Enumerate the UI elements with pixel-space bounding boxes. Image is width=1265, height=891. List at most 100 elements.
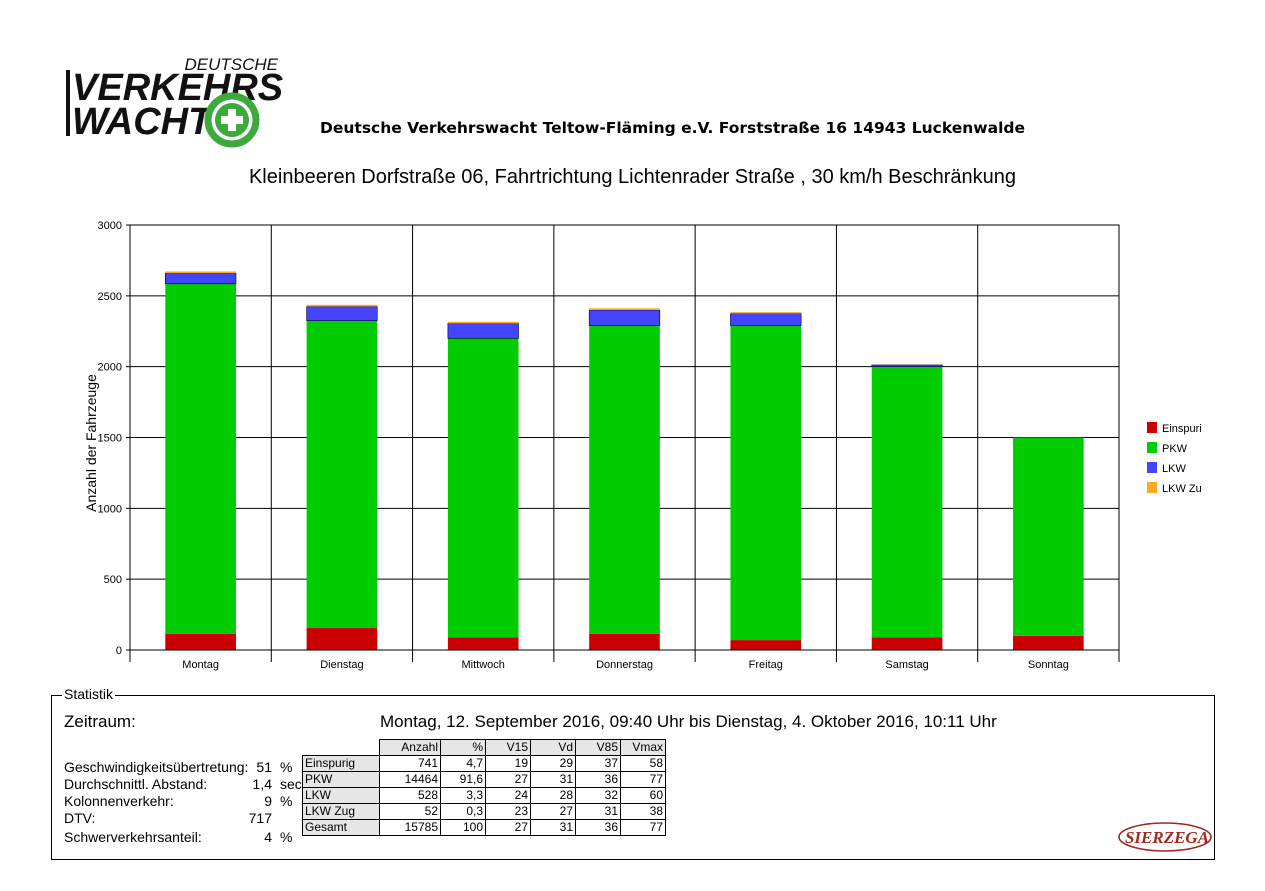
- bar-segment: [447, 637, 519, 650]
- x-tick-label: Mittwoch: [462, 659, 505, 671]
- table-header-row: Anzahl % V15 Vd V85 Vmax: [303, 739, 666, 756]
- legend-label: LKW: [1162, 463, 1186, 475]
- y-tick-label: 1000: [98, 503, 122, 515]
- column-header: V15: [485, 739, 531, 756]
- x-tick-label: Sonntag: [1028, 659, 1069, 671]
- bar-segment: [871, 364, 943, 367]
- y-tick-label: 1500: [98, 433, 122, 445]
- column-header: Vd: [530, 739, 576, 756]
- metric-value-convoy: 9: [264, 793, 272, 809]
- table-cell: 77: [620, 771, 666, 788]
- table-row: PKW 14464 91,6 27 31 36 77: [302, 771, 666, 788]
- table-cell: 15785: [379, 819, 441, 836]
- sierzega-logo: SIERZEGA: [1118, 822, 1212, 852]
- bar-segment: [165, 283, 236, 634]
- logo-text-deutsche: DEUTSCHE: [184, 55, 278, 74]
- table-row: Einspurig 741 4,7 19 29 37 58: [302, 755, 666, 772]
- bar-segment: [306, 320, 378, 629]
- y-tick-label: 0: [116, 645, 122, 657]
- legend-label: LKW Zu: [1162, 483, 1202, 495]
- table-cell: 77: [620, 819, 666, 836]
- metric-unit-distance: sec: [280, 776, 302, 792]
- table-cell: 0,3: [440, 803, 486, 820]
- metric-unit-speeding: %: [280, 759, 293, 775]
- bar-segment: [871, 637, 943, 650]
- table-cell: 58: [620, 755, 666, 772]
- bar-segment: [165, 633, 236, 650]
- table-cell: 31: [530, 771, 576, 788]
- organization-address: Deutsche Verkehrswacht Teltow-Fläming e.…: [320, 119, 1025, 137]
- table-cell: 100: [440, 819, 486, 836]
- bar-segment: [306, 304, 378, 307]
- table-cell: 36: [575, 771, 621, 788]
- chart-axes: 0 500 1000 1500 2000 2500 3000 Montag Dienstag Mi…: [98, 220, 1120, 671]
- zeitraum-label: Zeitraum:: [64, 712, 136, 731]
- metric-label-distance: Durchschnittl. Abstand:: [64, 776, 208, 792]
- bar-segment: [589, 633, 660, 650]
- table-cell: 28: [530, 787, 576, 804]
- bar-segment: [447, 338, 519, 638]
- table-cell: 27: [485, 771, 531, 788]
- table-cell: 37: [575, 755, 621, 772]
- legend-swatch: [1147, 462, 1157, 473]
- x-tick-label: Montag: [182, 659, 219, 671]
- table-row: LKW Zug 52 0,3 23 27 31 38: [302, 803, 666, 820]
- legend-label: PKW: [1162, 443, 1188, 455]
- row-header: Gesamt: [302, 819, 380, 836]
- table-cell: 4,7: [440, 755, 486, 772]
- table-cell: 91,6: [440, 771, 486, 788]
- table-cell: 19: [485, 755, 531, 772]
- bar-segment: [589, 308, 660, 310]
- y-tick-label: 500: [104, 574, 122, 586]
- legend-swatch: [1147, 422, 1157, 433]
- verkehrswacht-logo: DEUTSCHE VERKEHRS WACHT: [52, 42, 298, 148]
- green-plus-icon: [204, 92, 260, 148]
- bar-segment: [588, 309, 661, 326]
- bar-segment: [165, 272, 237, 285]
- logo-text-wacht: WACHT: [72, 101, 214, 143]
- table-cell: 31: [575, 803, 621, 820]
- table-row: LKW 528 3,3 24 28 32 60: [302, 787, 666, 804]
- stacked-bar-chart: 0 500 1000 1500 2000 2500 3000 Montag Dienstag Mi…: [83, 220, 1202, 671]
- metric-label-convoy: Kolonnenverkehr:: [64, 793, 174, 809]
- table-cell: 60: [620, 787, 666, 804]
- bar-segment: [730, 325, 802, 641]
- bar-segment: [730, 312, 802, 314]
- chart-legend: Einspuri PKW LKW LKW Zu: [1147, 422, 1202, 495]
- bar-segment: [730, 640, 802, 650]
- row-header: Einspurig: [302, 755, 380, 772]
- x-tick-label: Freitag: [749, 659, 783, 671]
- x-tick-label: Donnerstag: [596, 659, 653, 671]
- y-tick-label: 2000: [98, 362, 122, 374]
- bar-segment: [1013, 437, 1084, 636]
- column-header: %: [440, 739, 486, 756]
- zeitraum-value: Montag, 12. September 2016, 09:40 Uhr bi…: [380, 712, 997, 731]
- bar-segment: [589, 325, 660, 634]
- legend-swatch: [1147, 442, 1157, 453]
- metric-unit-heavy-traffic: %: [280, 829, 293, 845]
- plot-frame: [129, 224, 1120, 651]
- table-cell: 27: [530, 803, 576, 820]
- table-cell: 31: [530, 819, 576, 836]
- bar-segment: [306, 306, 378, 321]
- metric-value-speeding: 51: [256, 759, 272, 775]
- bar-segment: [447, 321, 519, 324]
- legend-swatch: [1147, 482, 1157, 493]
- metric-value-heavy-traffic: 4: [264, 829, 272, 845]
- bar-segment: [165, 271, 236, 274]
- table-cell: 36: [575, 819, 621, 836]
- metric-unit-convoy: %: [280, 793, 293, 809]
- metric-label-dtv: DTV:: [64, 810, 96, 826]
- column-header: Vmax: [620, 739, 666, 756]
- bar-segment: [306, 628, 378, 650]
- statistics-table: Anzahl % V15 Vd V85 Vmax Einspurig 741 4…: [302, 739, 666, 836]
- y-tick-label: 2500: [98, 291, 122, 303]
- sierzega-brand-text: SIERZEGA: [1125, 828, 1209, 847]
- metric-label-speeding: Geschwindigkeitsübertretung:: [64, 759, 249, 775]
- column-header: V85: [575, 739, 621, 756]
- column-header: Anzahl: [379, 739, 441, 756]
- bar-segment: [871, 366, 943, 638]
- table-corner: [303, 740, 380, 756]
- table-cell: 14464: [379, 771, 441, 788]
- table-cell: 27: [485, 819, 531, 836]
